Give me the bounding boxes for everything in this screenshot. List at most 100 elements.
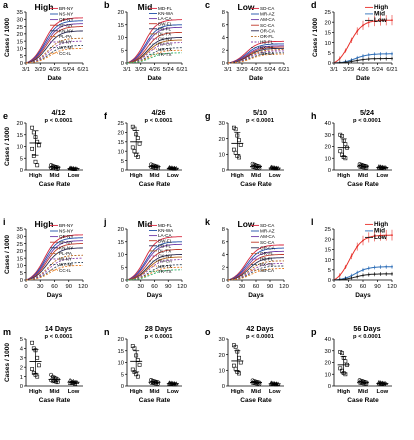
- y-tick-label: 2: [222, 48, 225, 54]
- legend-label: SD-CA: [260, 223, 275, 228]
- y-tick-label: 4: [222, 253, 226, 259]
- y-tick-label: 5: [20, 156, 23, 162]
- p-value: p < 0.0001: [145, 334, 174, 340]
- x-tick-label: High: [337, 389, 350, 395]
- series-line-kn-wa: [126, 241, 182, 281]
- x-tick-label: 6/21: [278, 67, 289, 73]
- legend-label: PL-PA: [59, 34, 73, 39]
- data-point: [350, 277, 353, 279]
- x-tick-label: Mid: [150, 389, 160, 395]
- x-axis-title: Days: [47, 292, 63, 299]
- legend-label: Low: [374, 17, 387, 24]
- panel-g: 0 10 20 30 Case Rate g 5/10p < 0.0001 High Mid Lo…: [205, 108, 284, 188]
- y-tick-label: 40: [325, 337, 331, 343]
- data-point: [367, 273, 370, 276]
- data-point-high: [137, 362, 142, 367]
- series-line-br-ny: [25, 234, 84, 281]
- data-point-high: [35, 163, 40, 168]
- legend-label: NS-NY: [59, 12, 73, 17]
- x-tick-label: Mid: [358, 173, 368, 179]
- series-line-dl-tx: [126, 256, 182, 281]
- y-tick-label: 10: [17, 264, 23, 270]
- x-tick-label: 30: [239, 284, 245, 290]
- panel-title: 56 Days: [353, 324, 380, 333]
- x-tick-label: 120: [177, 284, 187, 290]
- data-point-mid: [49, 165, 54, 170]
- x-axis-title: Date: [249, 75, 263, 82]
- y-tick-label: 15: [118, 349, 124, 355]
- y-tick-label: 20: [325, 145, 331, 151]
- x-tick-label: 5/24: [372, 67, 384, 73]
- data-point: [379, 19, 382, 22]
- panel-letter: b: [104, 0, 110, 10]
- y-tick-label: 35: [17, 227, 23, 233]
- legend-label: CK-NV: [158, 254, 173, 259]
- legend-label: PB-FL: [158, 243, 171, 248]
- data-point: [373, 53, 376, 56]
- x-tick-label: 4/26: [250, 67, 261, 73]
- legend-label: SB-CA: [260, 268, 275, 273]
- data-point-high: [30, 125, 35, 130]
- series-line-sb-ca: [227, 268, 284, 281]
- data-point: [367, 21, 370, 24]
- y-tick-label: 20: [17, 32, 23, 38]
- legend-label: CK-NV: [158, 37, 173, 42]
- y-tick-label: 20: [325, 361, 331, 367]
- data-point: [379, 273, 382, 275]
- x-tick-label: 90: [165, 284, 171, 290]
- series-line-or-ca: [227, 257, 284, 281]
- legend-label: OR-FL: [260, 251, 274, 256]
- panel-letter: f: [104, 111, 108, 121]
- series-line-wy-mi: [25, 45, 83, 64]
- panel-title: 5/24: [360, 108, 374, 117]
- legend-label: WY-MI: [59, 262, 73, 267]
- data-point-high: [132, 149, 137, 154]
- y-tick-label: 0: [121, 384, 124, 390]
- series-line-rv-ca: [126, 47, 182, 64]
- legend-label: CC-IL: [59, 268, 71, 273]
- x-tick-label: Low: [269, 173, 281, 179]
- legend-label: BR-NY: [59, 6, 73, 11]
- data-point-high: [31, 130, 36, 135]
- p-value: p < 0.0001: [246, 334, 275, 340]
- y-tick-label: 25: [325, 10, 331, 16]
- x-tick-label: Mid: [50, 389, 60, 395]
- y-tick-label: 10: [325, 156, 331, 162]
- panel-letter: g: [205, 111, 211, 121]
- p-value: p < 0.0001: [45, 334, 74, 340]
- series-line-bx-tx: [227, 52, 284, 64]
- data-point-high: [135, 154, 140, 159]
- panel-letter: n: [104, 327, 110, 337]
- y-tick-label: 0: [20, 384, 23, 390]
- legend-label: QE-NY: [59, 234, 74, 239]
- legend-label: AM-CA: [260, 17, 276, 22]
- x-tick-label: Low: [167, 173, 179, 179]
- series-line-sd-ca: [227, 40, 284, 64]
- panel-k: 0 2 4 6 8 Days 0 30 60 90 120 k Low SD-CAMR-AZAM-CASC…: [205, 217, 289, 299]
- data-point-high: [232, 363, 236, 368]
- y-tick-label: 4: [222, 36, 226, 42]
- y-tick-label: 0: [20, 278, 23, 284]
- data-point-high: [35, 355, 40, 360]
- y-tick-label: 5: [328, 268, 331, 274]
- y-tick-label: 0: [121, 278, 124, 284]
- data-point: [385, 19, 388, 22]
- panel-e: 0 5 10 15 20 Cases / 1000 Case Rate e 4/12p < 0.…: [3, 108, 83, 188]
- panel-c: 0 2 4 6 8 Date 3/1 3/29 4/26 5/24 6/21 c Low SD-CAMR-…: [205, 0, 290, 82]
- y-tick-label: 5: [328, 51, 331, 57]
- y-tick-label: 10: [17, 47, 23, 53]
- legend-label: MD-FL: [158, 223, 172, 228]
- data-point: [356, 59, 359, 62]
- series-line-or-fl: [227, 49, 284, 64]
- data-point-high: [237, 155, 241, 160]
- series-line-qe-ny: [25, 23, 83, 64]
- legend-label: BW-FL: [158, 238, 173, 243]
- y-tick-label: 20: [118, 131, 124, 137]
- y-tick-label: 0: [328, 384, 331, 390]
- x-axis-title: Case Rate: [39, 181, 71, 188]
- y-tick-label: 15: [325, 248, 331, 254]
- panel-letter: d: [311, 0, 317, 10]
